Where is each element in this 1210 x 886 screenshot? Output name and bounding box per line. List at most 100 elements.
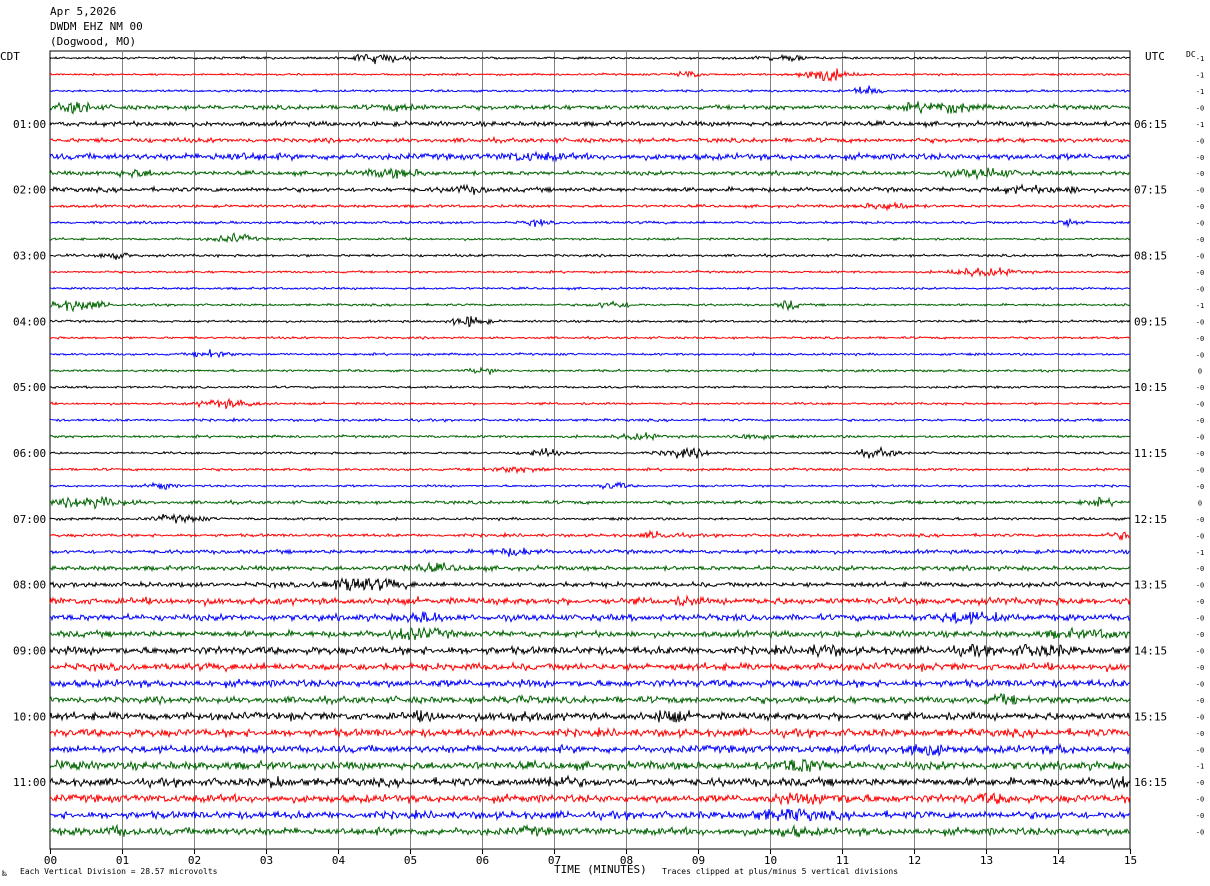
seismic-trace xyxy=(49,529,1131,541)
seismic-trace xyxy=(49,217,1131,229)
dc-offset-label: -0 xyxy=(1196,746,1204,754)
left-hour-label: 11:00 xyxy=(13,776,46,789)
x-tick-label: 09 xyxy=(692,854,705,867)
dc-offset-label: -0 xyxy=(1196,680,1204,688)
left-hour-label: 01:00 xyxy=(13,118,46,131)
left-hour-label: 04:00 xyxy=(13,315,46,328)
dc-offset-label: -1 xyxy=(1196,71,1204,79)
right-hour-label: 10:15 xyxy=(1134,381,1167,394)
dc-offset-label: -0 xyxy=(1196,137,1204,145)
dc-offset-label: -0 xyxy=(1196,203,1204,211)
seismic-trace xyxy=(49,692,1131,706)
dc-offset-label: -0 xyxy=(1196,565,1204,573)
dc-offset-label: -0 xyxy=(1196,417,1204,425)
seismic-trace xyxy=(49,416,1131,423)
seismic-trace xyxy=(49,481,1131,491)
x-tick-label: 07 xyxy=(548,854,561,867)
dc-offset-label: -1 xyxy=(1196,302,1204,310)
dc-offset-label: -1 xyxy=(1196,549,1204,557)
seismic-trace xyxy=(49,611,1131,626)
seismic-trace xyxy=(49,466,1131,475)
dc-offset-label: -1 xyxy=(1196,763,1204,771)
seismic-trace xyxy=(49,316,1131,328)
right-hour-label: 06:15 xyxy=(1134,118,1167,131)
seismic-trace xyxy=(49,758,1131,772)
seismic-trace xyxy=(49,792,1131,806)
seismic-trace xyxy=(49,68,1131,83)
right-hour-label: 08:15 xyxy=(1134,250,1167,263)
dc-offset-label: -0 xyxy=(1196,170,1204,178)
seismic-trace xyxy=(49,232,1131,244)
x-tick-label: 02 xyxy=(188,854,201,867)
seismic-trace xyxy=(49,576,1131,592)
left-hour-label: 06:00 xyxy=(13,447,46,460)
left-hour-label: 05:00 xyxy=(13,381,46,394)
seismic-trace xyxy=(49,678,1131,689)
left-timezone-label: CDT xyxy=(0,50,20,63)
dc-offset-label: -0 xyxy=(1196,318,1204,326)
seismic-trace xyxy=(49,366,1131,375)
left-hour-label: 07:00 xyxy=(13,513,46,526)
dc-offset-label: -0 xyxy=(1196,582,1204,590)
clipping-note: Traces clipped at plus/minus 5 vertical … xyxy=(662,867,899,876)
seismic-trace xyxy=(49,135,1131,145)
x-tick-label: 05 xyxy=(404,854,417,867)
dc-offset-label: -0 xyxy=(1196,154,1204,162)
left-hour-label: 10:00 xyxy=(13,710,46,723)
dc-offset-label: -0 xyxy=(1196,664,1204,672)
right-hour-label: 14:15 xyxy=(1134,645,1167,658)
seismic-trace xyxy=(49,432,1131,442)
dc-offset-label: -1 xyxy=(1196,121,1204,129)
seismic-trace xyxy=(49,286,1131,291)
seismic-trace xyxy=(49,252,1131,260)
dc-offset-label: -0 xyxy=(1196,532,1204,540)
vertical-division-note: Each Vertical Division = 28.57 microvolt… xyxy=(20,867,218,876)
dc-offset-label: -0 xyxy=(1196,434,1204,442)
dc-offset-label: -0 xyxy=(1196,829,1204,837)
dc-offset-label: -0 xyxy=(1196,253,1204,261)
seismic-trace xyxy=(49,384,1131,390)
x-tick-label: 13 xyxy=(980,854,993,867)
seismic-trace xyxy=(49,774,1131,790)
dc-offset-label: 0 xyxy=(1198,368,1202,376)
x-tick-label: 08 xyxy=(620,854,633,867)
seismic-trace xyxy=(49,726,1131,740)
right-hour-label: 16:15 xyxy=(1134,776,1167,789)
dc-offset-label: -0 xyxy=(1196,648,1204,656)
right-hour-label: 15:15 xyxy=(1134,710,1167,723)
x-tick-label: 03 xyxy=(260,854,273,867)
x-tick-label: 10 xyxy=(764,854,777,867)
seismic-trace xyxy=(49,335,1131,341)
seismic-trace xyxy=(49,183,1131,195)
seismic-trace xyxy=(49,150,1131,163)
x-axis-title: TIME (MINUTES) xyxy=(554,863,647,876)
left-hour-label: 02:00 xyxy=(13,184,46,197)
left-hour-label: 03:00 xyxy=(13,250,46,263)
right-hour-label: 12:15 xyxy=(1134,513,1167,526)
seismic-trace xyxy=(49,349,1131,359)
seismic-trace xyxy=(49,119,1131,129)
dc-offset-label: -0 xyxy=(1196,483,1204,491)
seismic-trace xyxy=(49,823,1131,838)
seismic-trace xyxy=(49,660,1131,673)
seismic-trace xyxy=(49,167,1131,181)
station-code: DWDM EHZ NM 00 xyxy=(50,20,143,33)
plot-date: Apr 5,2026 xyxy=(50,5,117,18)
dc-offset-label: -0 xyxy=(1196,631,1204,639)
seismic-trace xyxy=(49,101,1131,115)
plot-frame xyxy=(49,50,1131,850)
x-tick-label: 12 xyxy=(908,854,921,867)
right-hour-label: 07:15 xyxy=(1134,184,1167,197)
seismic-trace xyxy=(49,742,1131,757)
dc-offset-label: -1 xyxy=(1196,88,1204,96)
dc-offset-label: -0 xyxy=(1196,796,1204,804)
dc-offset-label: -0 xyxy=(1196,187,1204,195)
seismic-trace xyxy=(49,808,1131,822)
dc-offset-label: -0 xyxy=(1196,516,1204,524)
seismic-trace xyxy=(49,547,1131,557)
dc-offset-label: -1 xyxy=(1196,55,1204,63)
seismic-trace xyxy=(49,643,1131,659)
dc-offset-label: -0 xyxy=(1196,466,1204,474)
dc-offset-label: 0 xyxy=(1198,499,1202,507)
